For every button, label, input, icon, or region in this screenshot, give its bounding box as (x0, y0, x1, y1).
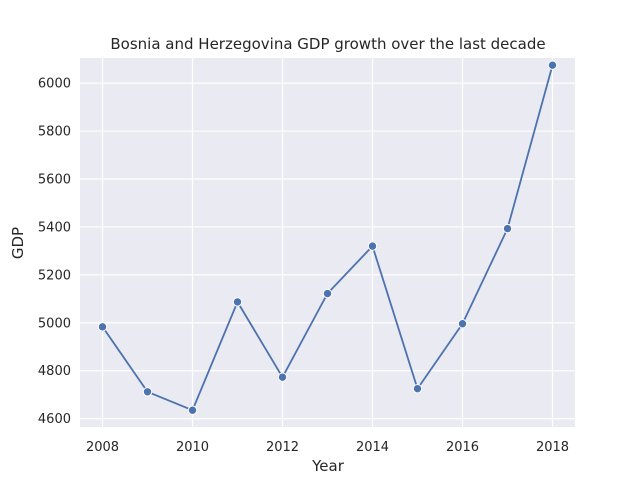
x-tick-label: 2012 (266, 440, 299, 455)
data-point (187, 405, 198, 415)
data-point (367, 241, 378, 251)
series-group (97, 60, 558, 415)
y-tick-label: 5000 (38, 316, 71, 331)
x-tick-label: 2018 (536, 440, 569, 455)
y-tick-label: 5600 (38, 173, 71, 188)
x-tick-label: 2010 (176, 440, 209, 455)
x-tick-label: 2008 (86, 440, 119, 455)
chart-title: Bosnia and Herzegovina GDP growth over t… (110, 35, 545, 53)
data-point (412, 383, 423, 394)
y-axis-label: GDP (9, 227, 27, 259)
data-point (97, 322, 108, 332)
y-tick-label: 5800 (38, 125, 71, 140)
x-tick-label: 2016 (446, 440, 479, 455)
y-tick-label: 6000 (38, 77, 71, 92)
y-gridlines (80, 82, 575, 420)
y-tick-label: 5200 (38, 268, 71, 283)
data-point (142, 387, 153, 397)
data-point (232, 297, 243, 307)
data-point (322, 288, 333, 299)
plot-area (80, 58, 575, 427)
x-tick-labels: 2008 2010 2012 2014 2016 2018 (86, 440, 569, 455)
data-point (547, 60, 558, 70)
data-point (457, 319, 468, 329)
data-point (502, 223, 513, 234)
y-tick-label: 4600 (38, 412, 71, 427)
data-point (277, 372, 288, 382)
x-tick-label: 2014 (356, 440, 389, 455)
y-tick-label: 5400 (38, 220, 71, 235)
y-tick-labels: 4600 4800 5000 5200 5400 5600 5800 6000 (38, 77, 71, 427)
y-tick-label: 4800 (38, 364, 71, 379)
x-axis-label: Year (311, 457, 345, 475)
